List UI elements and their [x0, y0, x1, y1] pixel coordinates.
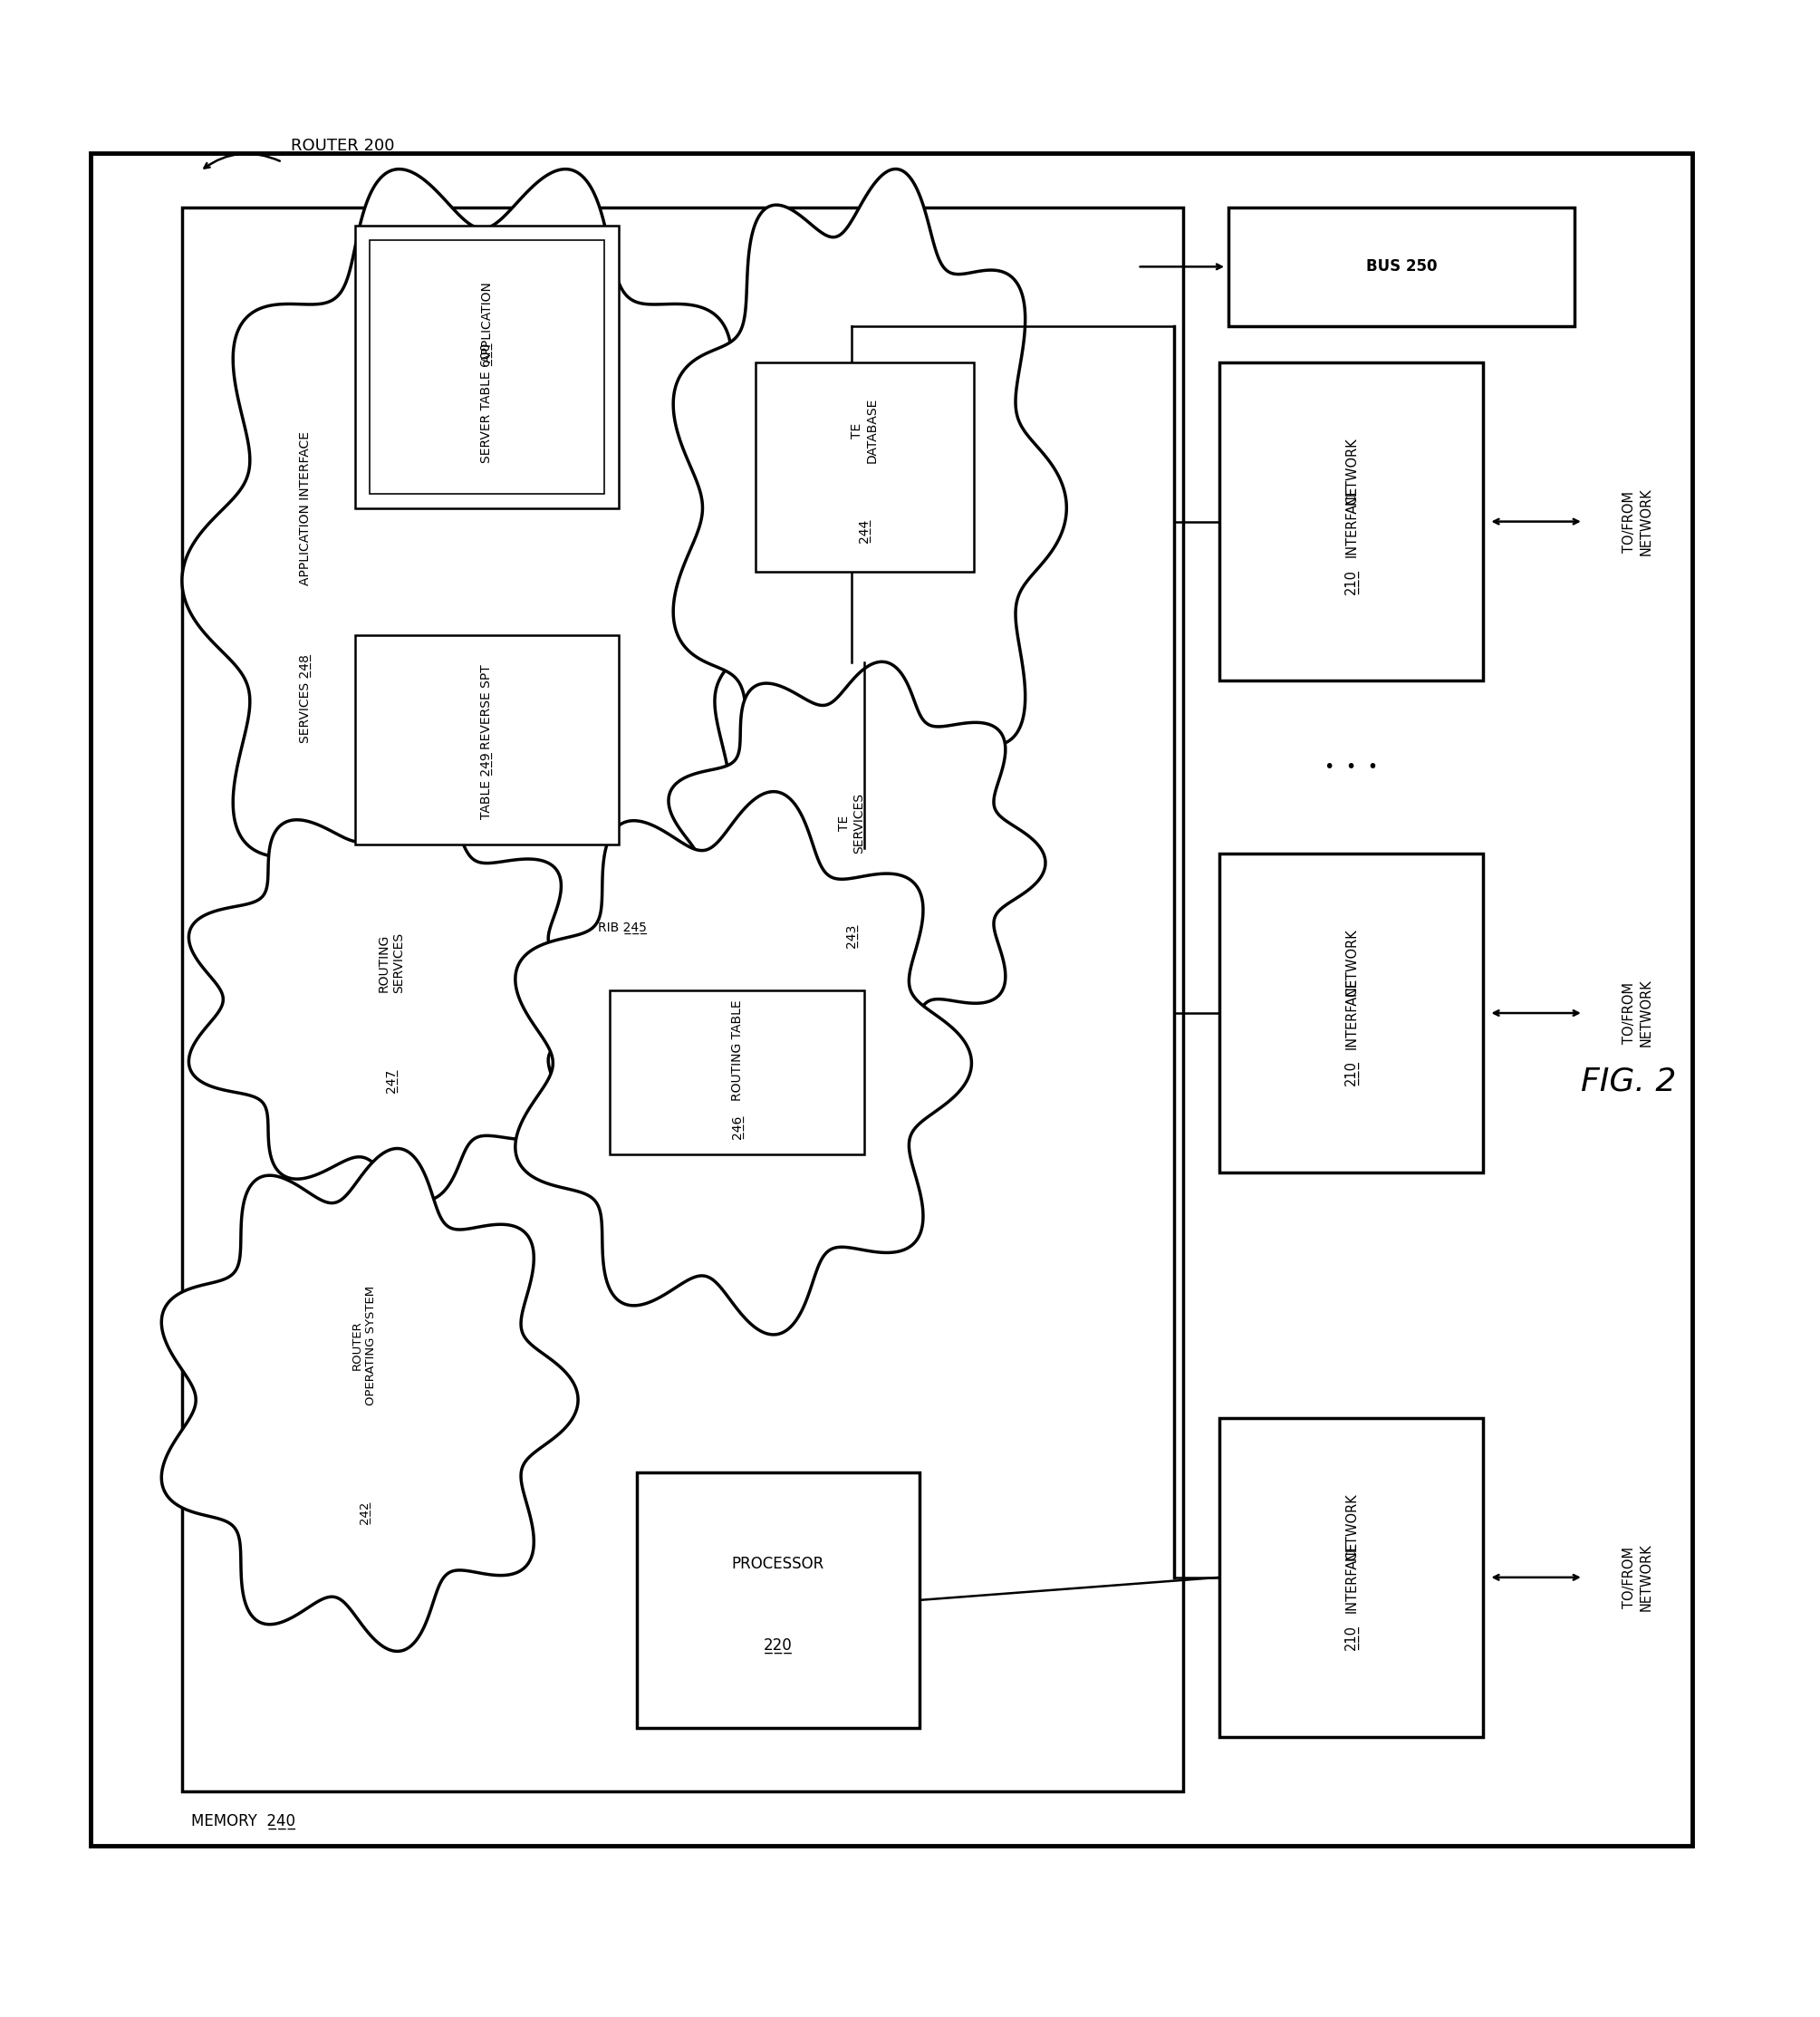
Text: ROUTER
OPERATING SYSTEM: ROUTER OPERATING SYSTEM	[351, 1285, 377, 1406]
Text: 2̲1̲0̲: 2̲1̲0̲	[1343, 1626, 1360, 1650]
Bar	[355, 635, 619, 845]
Text: INTERFACE: INTERFACE	[1345, 486, 1358, 557]
Polygon shape	[162, 1148, 579, 1652]
Bar	[637, 1472, 919, 1727]
Text: APPLICATION INTERFACE: APPLICATION INTERFACE	[298, 432, 311, 585]
Text: TE
SERVICES: TE SERVICES	[837, 793, 866, 853]
Text: 2̲1̲0̲: 2̲1̲0̲	[1343, 1061, 1360, 1085]
Text: INTERFACE: INTERFACE	[1345, 1541, 1358, 1614]
Text: 2̲4̲6̲: 2̲4̲6̲	[732, 1115, 743, 1140]
Text: RIB 2̲4̲5̲: RIB 2̲4̲5̲	[597, 922, 646, 934]
Bar	[755, 363, 974, 571]
Polygon shape	[515, 791, 972, 1335]
Text: 2̲2̲0̲: 2̲2̲0̲	[764, 1638, 792, 1654]
Text: BUS 250: BUS 250	[1365, 258, 1438, 274]
Bar	[355, 226, 619, 508]
Bar	[1219, 853, 1483, 1172]
Text: NETWORK: NETWORK	[1345, 1493, 1358, 1561]
Text: REVERSE SPT: REVERSE SPT	[480, 666, 493, 750]
Text: ROUTER 200: ROUTER 200	[291, 137, 395, 153]
Text: NETWORK: NETWORK	[1345, 928, 1358, 996]
Bar	[182, 208, 1183, 1791]
Text: FIG. 2: FIG. 2	[1582, 1065, 1676, 1097]
Text: TO/FROM
NETWORK: TO/FROM NETWORK	[1623, 488, 1653, 555]
Text: INTERFACE: INTERFACE	[1345, 976, 1358, 1049]
Polygon shape	[668, 662, 1045, 1065]
Bar	[1228, 208, 1574, 327]
Bar	[1219, 363, 1483, 682]
Text: ROUTING TABLE: ROUTING TABLE	[732, 1000, 743, 1101]
Text: APPLICATION: APPLICATION	[480, 280, 493, 361]
Bar	[610, 990, 864, 1154]
Text: ROUTING
SERVICES: ROUTING SERVICES	[377, 932, 406, 994]
Text: PROCESSOR: PROCESSOR	[732, 1555, 824, 1571]
Bar	[91, 153, 1693, 1846]
Text: 2̲4̲2̲: 2̲4̲2̲	[359, 1501, 369, 1525]
Text: 2̲4̲3̲: 2̲4̲3̲	[846, 924, 857, 948]
Text: SERVICES 2̲4̲8̲: SERVICES 2̲4̲8̲	[298, 656, 311, 744]
Polygon shape	[189, 799, 606, 1200]
Text: •  •  •: • • •	[1325, 758, 1378, 777]
Polygon shape	[182, 169, 783, 992]
Text: TO/FROM
NETWORK: TO/FROM NETWORK	[1623, 978, 1653, 1047]
Bar	[1219, 1418, 1483, 1737]
Bar	[369, 240, 604, 494]
Text: 2̲1̲0̲: 2̲1̲0̲	[1343, 569, 1360, 595]
Polygon shape	[673, 169, 1067, 847]
Text: 2̲4̲7̲: 2̲4̲7̲	[386, 1069, 397, 1093]
Text: TE
DATABASE: TE DATABASE	[850, 397, 879, 464]
Text: SERVER TABLE 6̲0̲0̲: SERVER TABLE 6̲0̲0̲	[480, 343, 493, 464]
Text: 2̲4̲4̲: 2̲4̲4̲	[859, 518, 870, 543]
Text: MEMORY  2̲4̲0̲: MEMORY 2̲4̲0̲	[191, 1813, 295, 1829]
Text: TO/FROM
NETWORK: TO/FROM NETWORK	[1623, 1543, 1653, 1612]
Text: NETWORK: NETWORK	[1345, 438, 1358, 504]
Text: TABLE 2̲4̲9̲: TABLE 2̲4̲9̲	[480, 752, 493, 819]
